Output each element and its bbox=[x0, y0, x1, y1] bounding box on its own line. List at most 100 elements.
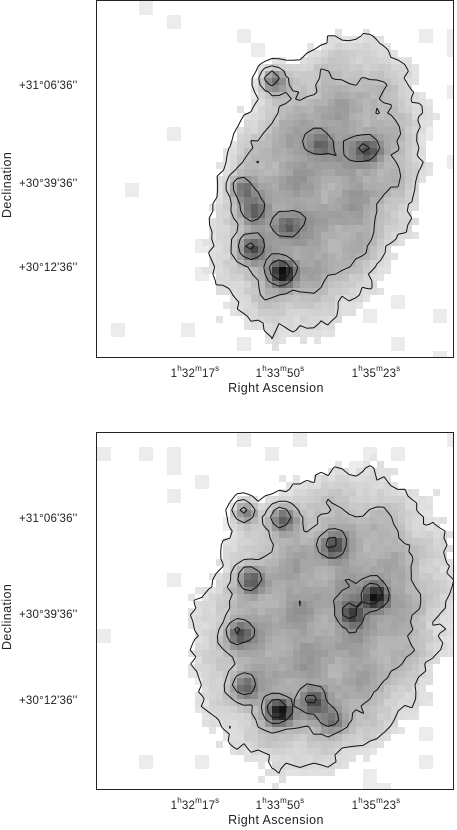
intensity-pixel bbox=[237, 267, 244, 274]
intensity-pixel bbox=[342, 218, 349, 225]
contour-line bbox=[245, 143, 370, 281]
intensity-pixel bbox=[251, 218, 258, 225]
intensity-pixel bbox=[328, 211, 335, 218]
intensity-pixel bbox=[356, 482, 363, 489]
intensity-pixel bbox=[195, 643, 202, 650]
intensity-pixel bbox=[286, 706, 293, 713]
intensity-pixel bbox=[426, 678, 433, 685]
intensity-pixel bbox=[237, 657, 244, 664]
intensity-pixel bbox=[342, 636, 349, 643]
intensity-pixel bbox=[405, 197, 412, 204]
intensity-pixel bbox=[300, 190, 307, 197]
intensity-pixel bbox=[265, 134, 272, 141]
intensity-pixel bbox=[300, 274, 307, 281]
intensity-pixel bbox=[363, 239, 370, 246]
intensity-pixel bbox=[286, 232, 293, 239]
intensity-pixel bbox=[307, 134, 314, 141]
intensity-pixel bbox=[398, 225, 405, 232]
intensity-pixel bbox=[370, 713, 377, 720]
intensity-pixel bbox=[370, 260, 377, 267]
intensity-pixel bbox=[335, 720, 342, 727]
intensity-pixel bbox=[251, 594, 258, 601]
intensity-pixel bbox=[251, 246, 258, 253]
intensity-pixel bbox=[244, 309, 251, 316]
intensity-pixel bbox=[237, 685, 244, 692]
intensity-pixel bbox=[440, 580, 447, 587]
intensity-pixel bbox=[307, 204, 314, 211]
intensity-pixel bbox=[188, 664, 195, 671]
intensity-pixel bbox=[321, 120, 328, 127]
intensity-pixel bbox=[272, 608, 279, 615]
intensity-pixel bbox=[202, 594, 209, 601]
intensity-pixel bbox=[328, 552, 335, 559]
intensity-pixel bbox=[391, 622, 398, 629]
intensity-pixel bbox=[356, 92, 363, 99]
intensity-pixel bbox=[405, 106, 412, 113]
intensity-pixel bbox=[202, 720, 209, 727]
intensity-pixel bbox=[328, 190, 335, 197]
intensity-pixel bbox=[335, 727, 342, 734]
intensity-pixel bbox=[349, 225, 356, 232]
intensity-pixel bbox=[384, 636, 391, 643]
intensity-pixel bbox=[223, 552, 230, 559]
intensity-pixel bbox=[265, 267, 272, 274]
intensity-pixel bbox=[370, 510, 377, 517]
intensity-pixel bbox=[356, 720, 363, 727]
intensity-pixel bbox=[237, 531, 244, 538]
contour-line bbox=[189, 465, 453, 774]
intensity-pixel bbox=[251, 713, 258, 720]
intensity-pixel bbox=[356, 274, 363, 281]
intensity-pixel bbox=[314, 496, 321, 503]
intensity-pixel bbox=[412, 657, 419, 664]
intensity-pixel bbox=[300, 267, 307, 274]
intensity-pixel bbox=[349, 274, 356, 281]
intensity-pixel bbox=[265, 685, 272, 692]
intensity-pixel bbox=[223, 162, 230, 169]
intensity-pixel bbox=[307, 650, 314, 657]
intensity-pixel bbox=[377, 573, 384, 580]
intensity-pixel bbox=[300, 120, 307, 127]
intensity-pixel bbox=[370, 78, 377, 85]
intensity-pixel bbox=[433, 538, 440, 545]
intensity-pixel bbox=[342, 594, 349, 601]
intensity-pixel bbox=[398, 148, 405, 155]
background-pixel bbox=[447, 85, 453, 99]
intensity-pixel bbox=[286, 650, 293, 657]
intensity-pixel bbox=[391, 496, 398, 503]
intensity-pixel bbox=[300, 489, 307, 496]
intensity-pixel bbox=[447, 545, 453, 552]
intensity-pixel bbox=[328, 608, 335, 615]
intensity-pixel bbox=[321, 762, 328, 769]
intensity-pixel bbox=[349, 43, 356, 50]
intensity-pixel bbox=[405, 232, 412, 239]
intensity-pixel bbox=[335, 218, 342, 225]
intensity-pixel bbox=[405, 552, 412, 559]
intensity-pixel bbox=[426, 594, 433, 601]
intensity-pixel bbox=[244, 559, 251, 566]
intensity-pixel bbox=[293, 127, 300, 134]
intensity-pixel bbox=[300, 176, 307, 183]
intensity-pixel bbox=[363, 671, 370, 678]
intensity-pixel bbox=[384, 510, 391, 517]
intensity-pixel bbox=[342, 246, 349, 253]
intensity-pixel bbox=[251, 190, 258, 197]
intensity-pixel bbox=[223, 169, 230, 176]
intensity-pixel bbox=[342, 678, 349, 685]
intensity-pixel bbox=[426, 587, 433, 594]
intensity-pixel bbox=[363, 580, 370, 587]
intensity-pixel bbox=[279, 594, 286, 601]
intensity-pixel bbox=[251, 727, 258, 734]
top-x-axis-label: Right Ascension bbox=[228, 381, 324, 395]
intensity-pixel bbox=[244, 664, 251, 671]
intensity-pixel bbox=[363, 288, 370, 295]
intensity-pixel bbox=[265, 573, 272, 580]
intensity-pixel bbox=[370, 650, 377, 657]
intensity-pixel bbox=[251, 587, 258, 594]
intensity-pixel bbox=[258, 524, 265, 531]
intensity-pixel bbox=[405, 671, 412, 678]
intensity-pixel bbox=[314, 734, 321, 741]
intensity-pixel bbox=[419, 580, 426, 587]
intensity-pixel bbox=[223, 545, 230, 552]
intensity-pixel bbox=[384, 608, 391, 615]
intensity-pixel bbox=[328, 197, 335, 204]
